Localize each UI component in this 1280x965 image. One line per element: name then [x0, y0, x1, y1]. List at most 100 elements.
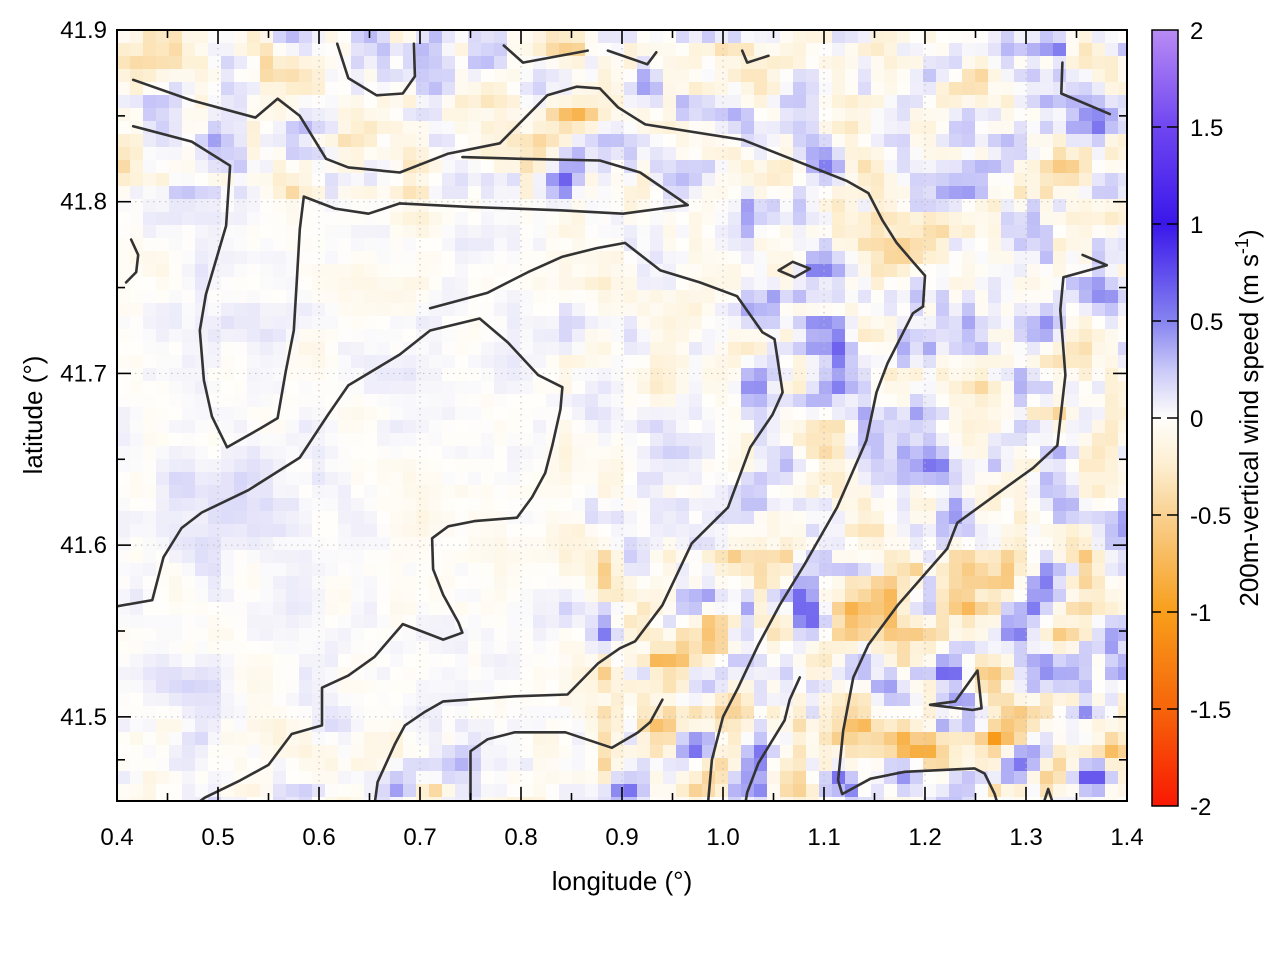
heat-cell: [533, 732, 547, 746]
heat-cell: [182, 810, 196, 824]
heat-cell: [351, 771, 365, 785]
heat-cell: [546, 43, 560, 57]
heat-cell: [832, 472, 846, 486]
heat-cell: [923, 212, 937, 226]
heat-cell: [494, 381, 508, 395]
heat-cell: [793, 342, 807, 356]
heat-cell: [897, 303, 911, 317]
heat-cell: [1118, 17, 1132, 31]
heat-cell: [117, 563, 131, 577]
heat-cell: [897, 134, 911, 148]
heat-cell: [468, 173, 482, 187]
heat-cell: [143, 641, 157, 655]
heat-cell: [910, 394, 924, 408]
heat-cell: [221, 264, 235, 278]
heat-cell: [663, 420, 677, 434]
heat-cell: [598, 602, 612, 616]
heat-cell: [1118, 303, 1132, 317]
heat-cell: [585, 355, 599, 369]
heat-cell: [182, 693, 196, 707]
heat-cell: [871, 56, 885, 70]
heat-cell: [806, 732, 820, 746]
heat-cell: [273, 303, 287, 317]
heat-cell: [182, 407, 196, 421]
heat-cell: [975, 784, 989, 798]
heat-cell: [624, 446, 638, 460]
heat-cell: [845, 537, 859, 551]
heat-cell: [169, 745, 183, 759]
heat-cell: [364, 719, 378, 733]
heat-cell: [468, 524, 482, 538]
heat-cell: [182, 615, 196, 629]
heat-cell: [1001, 576, 1015, 590]
heat-cell: [884, 563, 898, 577]
heat-cell: [234, 706, 248, 720]
heat-cell: [403, 316, 417, 330]
heat-cell: [988, 290, 1002, 304]
heat-cell: [377, 17, 391, 31]
heat-cell: [429, 641, 443, 655]
heat-cell: [546, 680, 560, 694]
heat-cell: [338, 576, 352, 590]
heat-cell: [507, 160, 521, 174]
heat-cell: [728, 576, 742, 590]
heat-cell: [962, 82, 976, 96]
heat-cell: [676, 355, 690, 369]
heat-cell: [182, 368, 196, 382]
heat-cell: [533, 433, 547, 447]
heat-cell: [832, 251, 846, 265]
heat-cell: [130, 199, 144, 213]
heat-cell: [858, 693, 872, 707]
heat-cell: [156, 446, 170, 460]
heat-cell: [585, 212, 599, 226]
heat-cell: [1131, 173, 1145, 187]
heat-cell: [910, 381, 924, 395]
heat-cell: [1001, 797, 1015, 811]
heat-cell: [312, 225, 326, 239]
heat-cell: [598, 771, 612, 785]
heat-cell: [845, 212, 859, 226]
heat-cell: [806, 706, 820, 720]
heat-cell: [416, 368, 430, 382]
heat-cell: [442, 537, 456, 551]
heat-cell: [793, 498, 807, 512]
heat-cell: [559, 524, 573, 538]
heat-cell: [910, 186, 924, 200]
heat-cell: [1066, 745, 1080, 759]
heat-cell: [1027, 277, 1041, 291]
heat-cell: [351, 420, 365, 434]
heat-cell: [793, 784, 807, 798]
heat-cell: [845, 316, 859, 330]
heat-cell: [247, 550, 261, 564]
heat-cell: [936, 43, 950, 57]
heat-cell: [1092, 56, 1106, 70]
heat-cell: [598, 472, 612, 486]
heat-cell: [299, 615, 313, 629]
heat-cell: [832, 225, 846, 239]
heat-cell: [793, 30, 807, 44]
heat-cell: [728, 407, 742, 421]
heat-cell: [611, 628, 625, 642]
heat-cell: [585, 628, 599, 642]
heat-cell: [520, 43, 534, 57]
heat-cell: [351, 290, 365, 304]
heat-cell: [559, 121, 573, 135]
heat-cell: [663, 498, 677, 512]
heat-cell: [429, 225, 443, 239]
heat-cell: [507, 446, 521, 460]
heat-cell: [195, 615, 209, 629]
heat-cell: [988, 17, 1002, 31]
heat-cell: [780, 69, 794, 83]
heat-cell: [481, 446, 495, 460]
heat-cell: [286, 784, 300, 798]
heat-cell: [689, 316, 703, 330]
heat-cell: [442, 381, 456, 395]
heat-cell: [338, 537, 352, 551]
heat-cell: [689, 628, 703, 642]
heat-cell: [832, 641, 846, 655]
heat-cell: [1066, 563, 1080, 577]
heat-cell: [1118, 693, 1132, 707]
heat-cell: [247, 212, 261, 226]
heat-cell: [169, 368, 183, 382]
heat-cell: [975, 225, 989, 239]
